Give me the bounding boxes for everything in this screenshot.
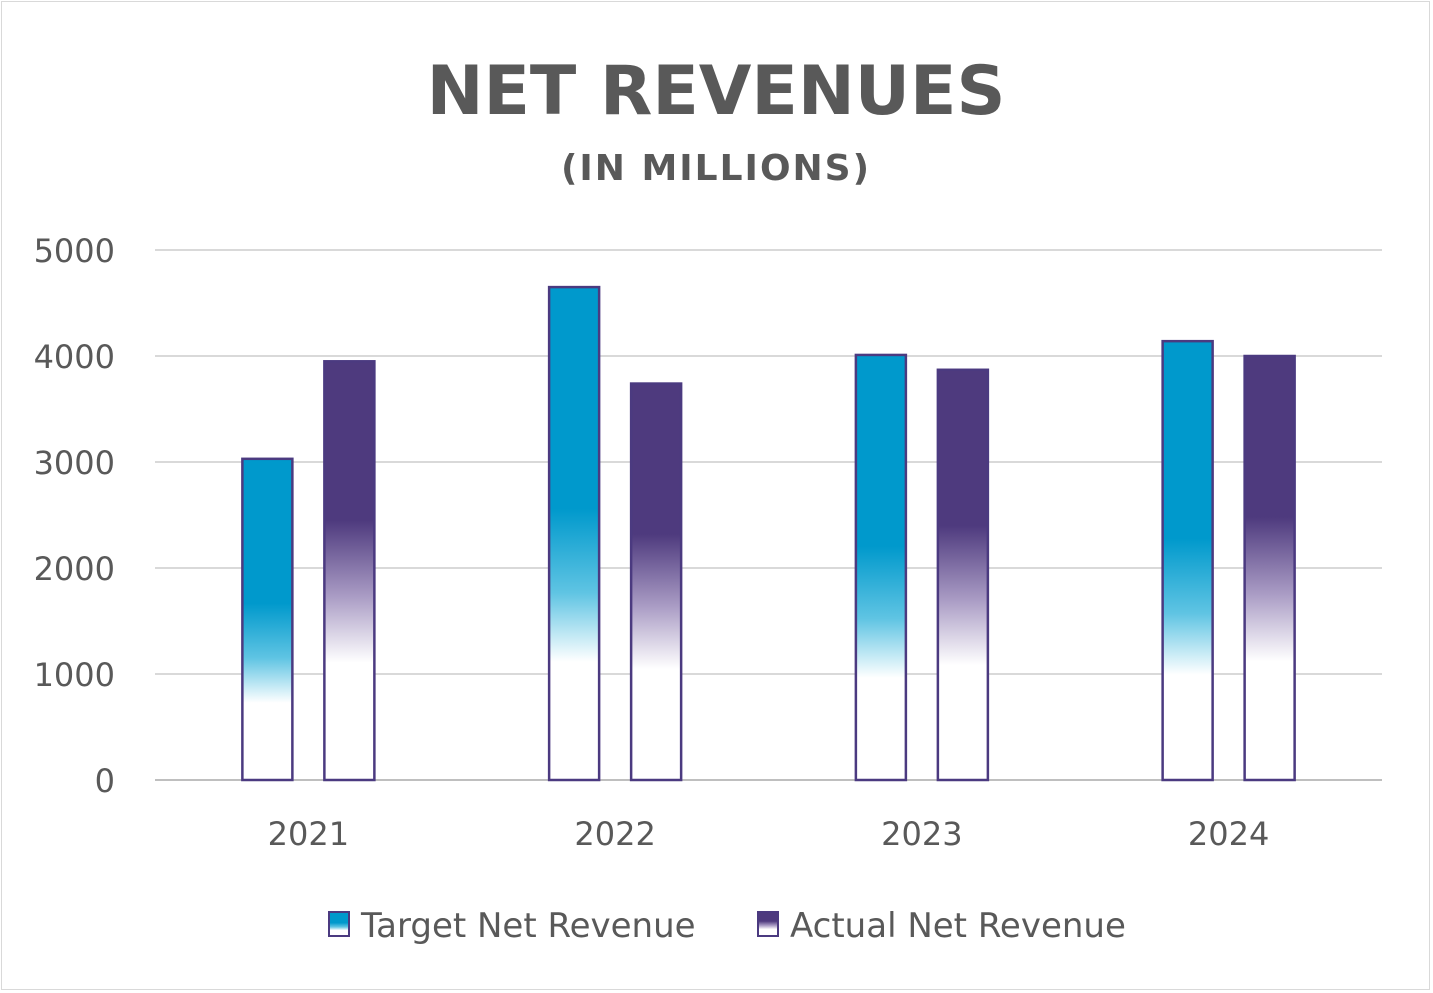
y-tick-label: 0 (95, 762, 115, 800)
y-tick-label: 5000 (34, 232, 115, 270)
bar-target-2021 (241, 457, 294, 782)
bar-target-2022 (547, 285, 601, 782)
legend-label: Target Net Revenue (360, 906, 696, 946)
bar-target-2023 (854, 353, 908, 782)
chart-subtitle: (IN MILLIONS) (561, 148, 871, 189)
chart-title: NET REVENUES (427, 52, 1006, 131)
y-tick-label: 1000 (34, 656, 115, 694)
bar-target-2024 (1161, 339, 1214, 782)
x-tick-label: 2022 (574, 815, 655, 853)
x-tick-label: 2024 (1188, 815, 1269, 853)
x-tick-label: 2021 (268, 815, 349, 853)
bar-actual-2024 (1243, 354, 1296, 782)
bar-actual-2022 (629, 382, 683, 782)
legend-swatch (757, 911, 779, 937)
legend-label: Actual Net Revenue (790, 906, 1126, 946)
y-tick-label: 3000 (34, 444, 115, 482)
bar-actual-2023 (936, 368, 990, 782)
y-tick-label: 4000 (34, 338, 115, 376)
x-tick-label: 2023 (881, 815, 962, 853)
bar-actual-2021 (323, 360, 376, 782)
y-tick-label: 2000 (34, 550, 115, 588)
legend-swatch (328, 911, 350, 937)
